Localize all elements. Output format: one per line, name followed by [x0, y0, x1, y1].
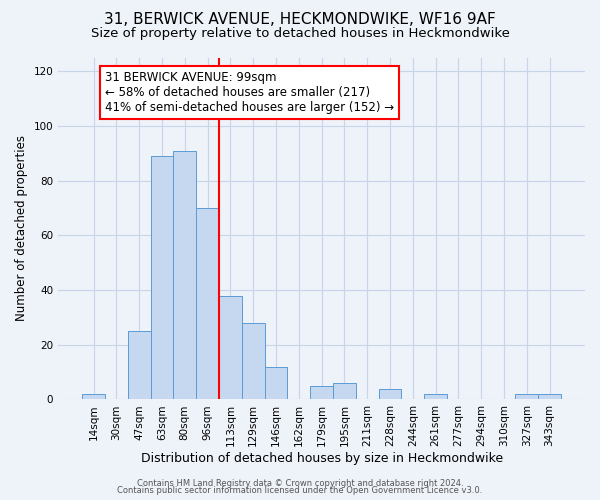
Y-axis label: Number of detached properties: Number of detached properties	[15, 136, 28, 322]
Bar	[424, 394, 447, 400]
Bar	[379, 388, 401, 400]
Bar	[173, 150, 196, 400]
Bar	[515, 394, 538, 400]
Text: Contains public sector information licensed under the Open Government Licence v3: Contains public sector information licen…	[118, 486, 482, 495]
Text: 31 BERWICK AVENUE: 99sqm
← 58% of detached houses are smaller (217)
41% of semi-: 31 BERWICK AVENUE: 99sqm ← 58% of detach…	[105, 71, 394, 114]
Bar	[82, 394, 105, 400]
X-axis label: Distribution of detached houses by size in Heckmondwike: Distribution of detached houses by size …	[140, 452, 503, 465]
Bar	[310, 386, 333, 400]
Text: Size of property relative to detached houses in Heckmondwike: Size of property relative to detached ho…	[91, 28, 509, 40]
Bar	[219, 296, 242, 400]
Bar	[151, 156, 173, 400]
Bar	[265, 366, 287, 400]
Bar	[128, 331, 151, 400]
Bar	[196, 208, 219, 400]
Bar	[242, 323, 265, 400]
Text: Contains HM Land Registry data © Crown copyright and database right 2024.: Contains HM Land Registry data © Crown c…	[137, 478, 463, 488]
Bar	[333, 383, 356, 400]
Text: 31, BERWICK AVENUE, HECKMONDWIKE, WF16 9AF: 31, BERWICK AVENUE, HECKMONDWIKE, WF16 9…	[104, 12, 496, 28]
Bar	[538, 394, 561, 400]
